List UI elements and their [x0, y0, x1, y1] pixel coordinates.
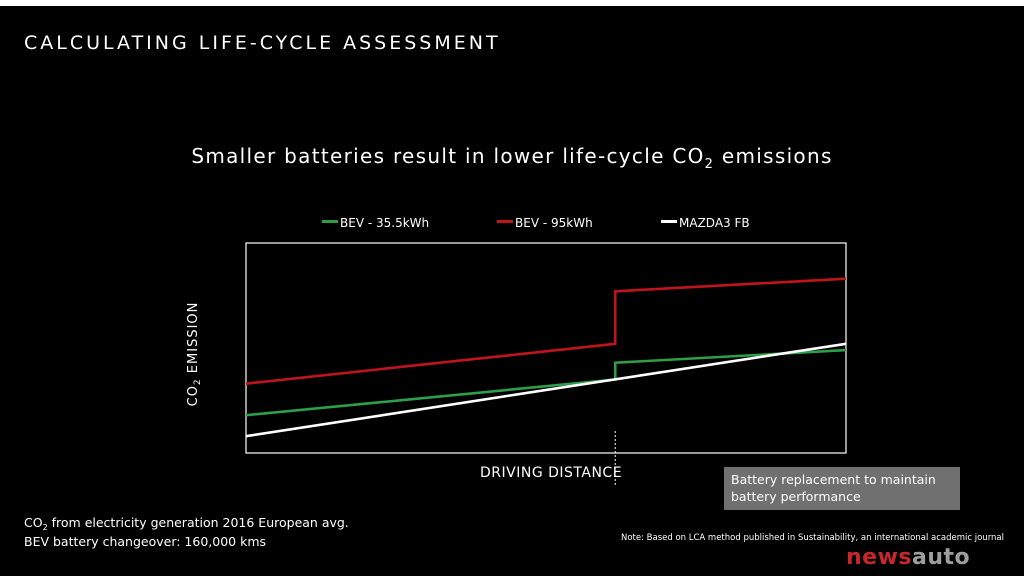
- legend-item-mazda3: MAZDA3 FB: [661, 216, 750, 230]
- plot-frame: [245, 242, 847, 454]
- battery-replacement-annotation: Battery replacement to maintain battery …: [724, 467, 960, 510]
- source-note: Note: Based on LCA method published in S…: [620, 533, 1004, 543]
- footnote-text: CO: [24, 515, 43, 530]
- footnote-subscript: 2: [42, 523, 48, 532]
- x-axis-label: DRIVING DISTANCE: [480, 465, 623, 481]
- watermark-part: auto: [912, 545, 971, 570]
- footnote-line-1: CO2 from electricity generation 2016 Eur…: [24, 514, 349, 533]
- chart-title: Smaller batteries result in lower life-c…: [0, 144, 1024, 172]
- y-axis-label-text: CO: [186, 385, 201, 407]
- y-axis-label: CO2 EMISSION: [186, 254, 206, 454]
- footnote-suffix: from electricity generation 2016 Europea…: [47, 515, 349, 530]
- y-axis-label-subscript: 2: [193, 378, 203, 386]
- series-line-2: [245, 277, 847, 385]
- series-line-3: [245, 342, 847, 438]
- annotation-line: battery performance: [731, 489, 861, 504]
- page-title: CALCULATING LIFE-CYCLE ASSESSMENT: [24, 32, 501, 54]
- legend-swatch: [322, 220, 338, 223]
- y-axis-label-suffix: EMISSION: [186, 301, 201, 379]
- chart-title-suffix: emissions: [714, 144, 833, 168]
- legend-label: BEV - 95kWh: [515, 216, 593, 230]
- chart-title-text: Smaller batteries result in lower life-c…: [191, 144, 705, 168]
- legend-label: MAZDA3 FB: [679, 216, 750, 230]
- legend-swatch: [661, 220, 677, 223]
- chart-legend: BEV - 35.5kWh BEV - 95kWh MAZDA3 FB: [0, 216, 1024, 236]
- legend-item-bev-95: BEV - 95kWh: [497, 216, 593, 230]
- watermark-logo: newsauto: [846, 545, 1020, 571]
- chart-title-subscript: 2: [704, 157, 715, 172]
- watermark-part: news: [846, 545, 913, 570]
- series-line-1: [245, 348, 847, 417]
- footnote: CO2 from electricity generation 2016 Eur…: [24, 514, 349, 550]
- legend-swatch: [497, 220, 513, 223]
- annotation-line: Battery replacement to maintain: [731, 472, 936, 487]
- footnote-line-2: BEV battery changeover: 160,000 kms: [24, 534, 267, 549]
- series-layer: [245, 277, 847, 438]
- legend-item-bev-35: BEV - 35.5kWh: [322, 216, 429, 230]
- top-border: [0, 0, 1024, 6]
- legend-label: BEV - 35.5kWh: [340, 216, 430, 230]
